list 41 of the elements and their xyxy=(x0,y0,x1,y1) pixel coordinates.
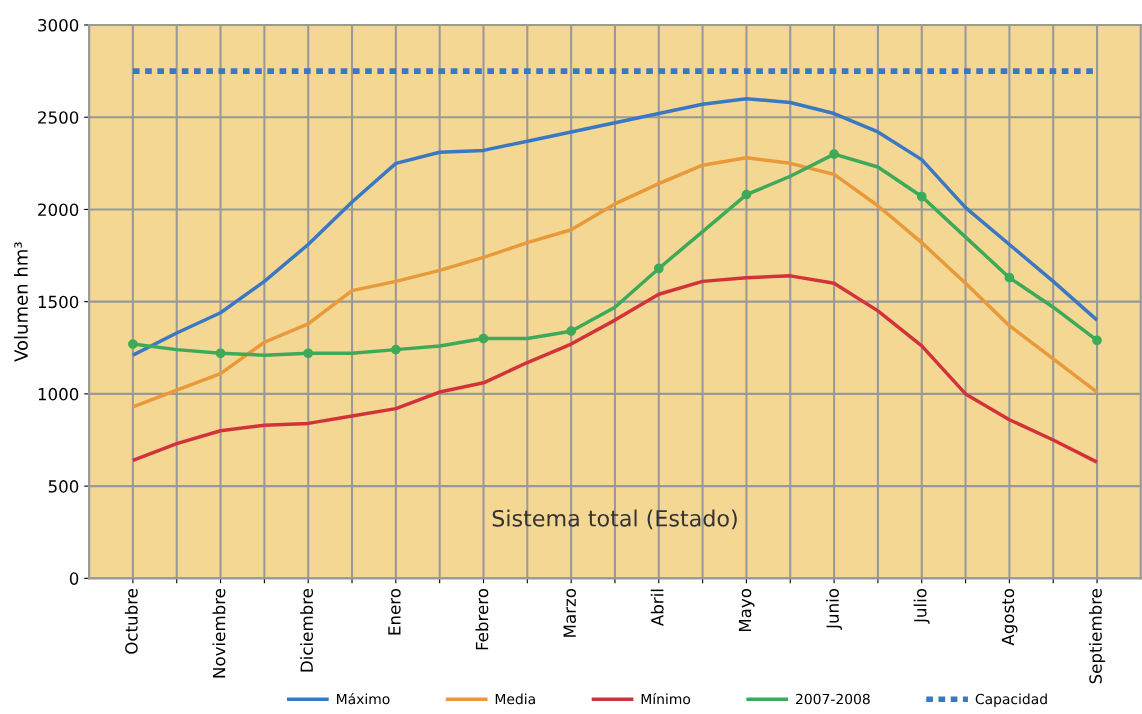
point xyxy=(829,149,839,159)
x-tick-label: Marzo xyxy=(563,588,576,637)
x-tick-label: Mayo xyxy=(738,588,755,632)
point xyxy=(215,348,226,359)
x-tick-label: Febrero xyxy=(475,588,489,650)
x-tick-label: Octubre xyxy=(124,588,138,654)
point xyxy=(741,189,752,200)
legend-label: Capacidad xyxy=(975,693,1047,707)
y-tick-label: 0 xyxy=(69,572,79,585)
x-tick-label: Diciembre xyxy=(300,588,314,672)
point xyxy=(916,191,927,202)
point xyxy=(1004,272,1015,283)
legend-label: Media xyxy=(495,693,535,705)
x-tick-label: Agosto xyxy=(1001,588,1018,646)
y-tick-label: 500 xyxy=(48,480,79,493)
line-series xyxy=(131,156,1099,409)
line-series xyxy=(131,274,1099,464)
legend-label: Máximo xyxy=(337,692,390,705)
x-tick-label: Junio xyxy=(826,588,843,630)
y-tick-label: 2000 xyxy=(38,203,79,217)
point xyxy=(478,333,489,344)
legend-label: Mínimo xyxy=(641,692,691,705)
x-tick-label: Septiembre xyxy=(1088,588,1106,684)
point xyxy=(390,344,401,355)
point xyxy=(303,348,314,359)
x-tick-label: Abril xyxy=(650,589,664,627)
x-tick-label: Noviembre xyxy=(212,588,226,678)
line-series xyxy=(131,97,1099,357)
y-axis-title: Volumen hm³ xyxy=(13,242,28,362)
point xyxy=(653,263,664,274)
annotation: Sistema total (Estado) xyxy=(492,509,737,530)
y-tick-label: 1000 xyxy=(38,387,79,401)
x-tick-label: Enero xyxy=(388,588,401,635)
x-tick-label: Julio xyxy=(913,588,930,624)
legend-label: 2007-2008 xyxy=(796,693,870,705)
point xyxy=(566,326,577,337)
point xyxy=(128,339,138,349)
y-tick-label: 3000 xyxy=(38,18,79,32)
y-tick-label: 1500 xyxy=(38,295,79,309)
y-tick-label: 2500 xyxy=(38,111,79,124)
point xyxy=(1092,335,1102,346)
